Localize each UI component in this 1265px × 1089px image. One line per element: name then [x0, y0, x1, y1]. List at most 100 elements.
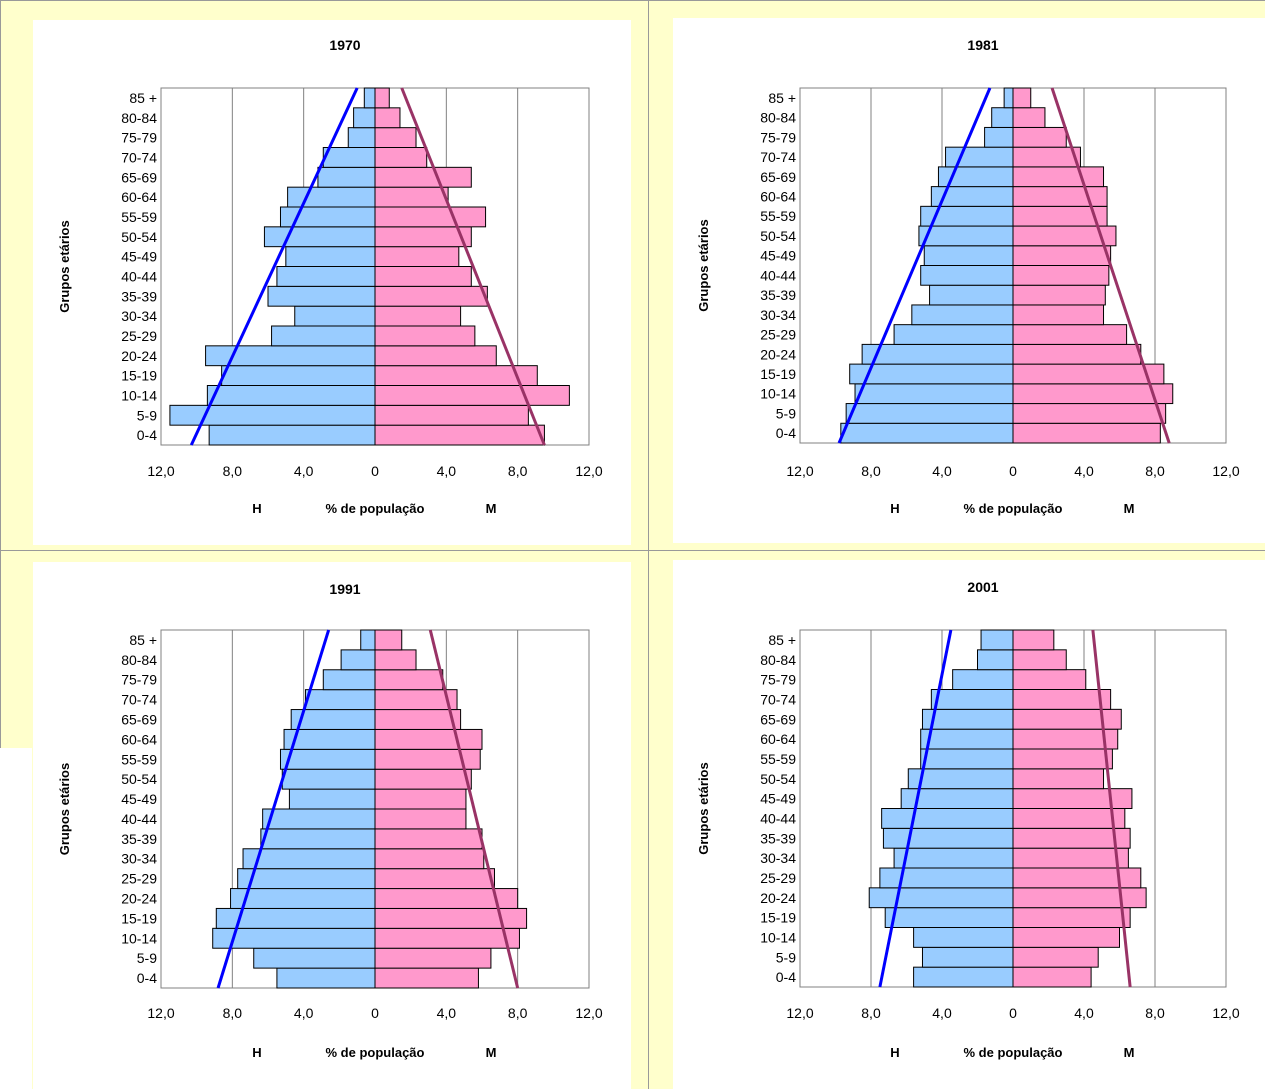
x-axis-right-label: M [486, 501, 497, 516]
category-label: 35-39 [121, 288, 157, 304]
x-tick-label: 0 [371, 463, 379, 479]
x-tick-label: 4,0 [294, 463, 314, 479]
bar-women-5-9 [374, 947, 492, 969]
trend-line-women [400, 87, 546, 446]
x-axis-left-label: H [890, 1045, 899, 1060]
category-label: 25-29 [760, 870, 796, 886]
category-label: 60-64 [121, 189, 157, 205]
category-label: 10-14 [121, 387, 157, 403]
x-axis-title: % de população [964, 1045, 1063, 1060]
category-label: 15-19 [760, 910, 796, 926]
bar-women-70-74 [1012, 146, 1081, 168]
category-label: 60-64 [760, 188, 796, 204]
x-tick-label: 12,0 [575, 463, 602, 479]
bar-women-45-49 [374, 788, 467, 810]
bar-women-55-59 [374, 206, 487, 228]
x-tick-label: 4,0 [1074, 1005, 1094, 1021]
y-axis-title: Grupos etários [696, 762, 711, 854]
bar-men-25-29 [237, 868, 376, 890]
bar-men-45-49 [288, 788, 376, 810]
bar-men-0-4 [840, 422, 1014, 444]
bar-women-25-29 [1012, 867, 1142, 889]
category-label: 0-4 [776, 425, 796, 441]
category-label: 85 + [129, 90, 157, 106]
bar-women-0-4 [1012, 966, 1092, 988]
pyramid-chart-2001: 0-4 5-9 10-14 15-19 20-24 25-29 30-34 35-39 40-4… [696, 579, 1240, 1060]
category-label: 65-69 [760, 711, 796, 727]
bar-men-55-59 [279, 748, 376, 770]
bar-men-10-14 [913, 927, 1014, 948]
category-label: 75-79 [121, 130, 157, 146]
category-label: 45-49 [121, 791, 157, 807]
bar-men-15-19 [849, 363, 1014, 385]
category-label: 30-34 [121, 851, 157, 867]
bar-men-75-79 [347, 127, 376, 148]
bar-men-40-44 [262, 808, 376, 830]
x-axis-left-label: H [252, 501, 261, 516]
bar-women-5-9 [1012, 946, 1099, 968]
y-axis-title: Grupos etários [696, 219, 711, 311]
bar-men-85 + [980, 629, 1014, 651]
bar-women-40-44 [374, 266, 472, 287]
bar-men-10-14 [206, 385, 376, 406]
bar-men-65-69 [921, 708, 1014, 730]
bar-men-40-44 [881, 808, 1014, 829]
category-label: 15-19 [760, 366, 796, 382]
x-tick-label: 12,0 [1212, 1005, 1239, 1021]
category-label: 70-74 [121, 149, 157, 165]
bar-men-15-19 [221, 365, 376, 386]
bar-men-5-9 [921, 946, 1014, 968]
bar-men-75-79 [984, 126, 1014, 148]
bar-men-25-29 [271, 325, 376, 347]
bar-men-20-24 [230, 888, 376, 909]
bar-men-80-84 [340, 649, 376, 671]
bar-women-35-39 [374, 285, 488, 307]
bar-women-75-79 [374, 669, 444, 691]
bar-men-85 + [1003, 87, 1014, 109]
category-label: 50-54 [121, 229, 157, 245]
chart-title: 1970 [329, 37, 360, 53]
category-label: 25-29 [121, 328, 157, 344]
grid-border-top [0, 0, 1265, 1]
bar-women-75-79 [1012, 126, 1067, 148]
bar-men-20-24 [861, 343, 1014, 365]
bar-men-80-84 [991, 107, 1014, 128]
bar-men-35-39 [882, 827, 1014, 849]
category-label: 50-54 [760, 771, 796, 787]
bar-men-70-74 [304, 689, 376, 711]
category-label: 40-44 [760, 810, 796, 826]
category-label: 30-34 [760, 850, 796, 866]
chart-panel-2001: 0-4 5-9 10-14 15-19 20-24 25-29 30-34 35-39 40-4… [673, 560, 1265, 1089]
bar-women-40-44 [1012, 265, 1110, 286]
x-axis-title: % de população [326, 501, 425, 516]
category-label: 35-39 [760, 287, 796, 303]
grid-border-middle-vertical [648, 0, 649, 1089]
bar-women-85 + [374, 629, 403, 651]
x-tick-label: 4,0 [932, 463, 952, 479]
x-tick-label: 12,0 [147, 1005, 174, 1021]
category-label: 80-84 [121, 110, 157, 126]
bar-men-75-79 [322, 669, 376, 691]
category-label: 35-39 [760, 830, 796, 846]
bar-women-60-64 [1012, 186, 1108, 207]
category-label: 70-74 [121, 692, 157, 708]
trend-line-men [216, 629, 331, 989]
bar-women-30-34 [374, 305, 462, 327]
chart-panel-1981: 0-4 5-9 10-14 15-19 20-24 25-29 30-34 35-39 40-4… [673, 18, 1265, 543]
category-label: 55-59 [121, 751, 157, 767]
bar-men-30-34 [242, 848, 376, 870]
bar-men-85 + [360, 629, 376, 651]
bar-men-85 + [363, 87, 376, 109]
category-label: 40-44 [121, 811, 157, 827]
bar-men-80-84 [977, 649, 1014, 671]
bar-men-35-39 [929, 284, 1014, 306]
trend-line-men [189, 87, 359, 446]
bar-women-70-74 [374, 147, 428, 168]
x-axis-right-label: M [1124, 1045, 1135, 1060]
bar-women-40-44 [374, 808, 467, 830]
bar-women-65-69 [374, 709, 462, 730]
category-label: 50-54 [121, 771, 157, 787]
chart-panel-1970: 0-4 5-9 10-14 15-19 20-24 25-29 30-34 35-39 40-4… [33, 20, 631, 545]
category-label: 15-19 [121, 368, 157, 384]
category-label: 5-9 [776, 405, 796, 421]
